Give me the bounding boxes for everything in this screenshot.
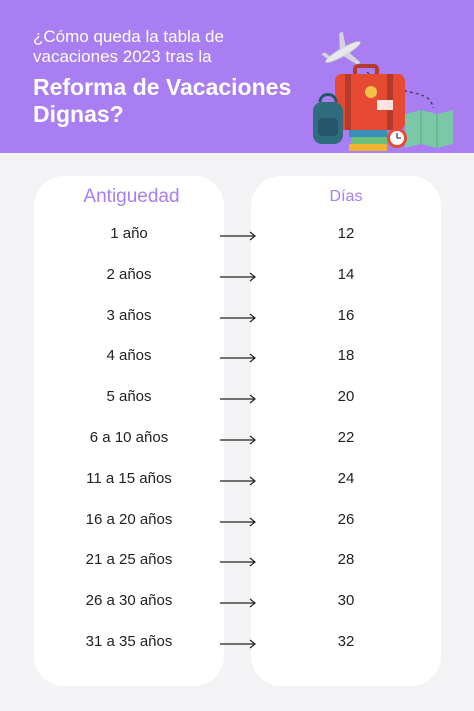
arrow-right-icon — [220, 639, 256, 649]
table-row: 11 a 15 años 24 — [0, 467, 474, 491]
table-row: 5 años 20 — [0, 385, 474, 409]
header-title: Reforma de Vacaciones Dignas? — [33, 74, 292, 127]
table-row: 26 a 30 años 30 — [0, 589, 474, 613]
dias-cell: 20 — [337, 388, 355, 406]
antiguedad-cell: 26 a 30 años — [85, 592, 173, 610]
antiguedad-cell: 31 a 35 años — [85, 633, 173, 650]
arrow-right-icon — [220, 394, 256, 404]
table-row: 21 a 25 años 28 — [0, 548, 474, 572]
antiguedad-cell: 16 a 20 años — [85, 510, 173, 528]
map-icon — [405, 110, 453, 148]
dias-column-card — [251, 176, 441, 686]
arrow-right-icon — [220, 517, 256, 527]
dias-header: Días — [329, 188, 363, 205]
alarm-clock-icon — [387, 128, 407, 148]
dias-cell: 32 — [337, 633, 355, 650]
arrow-right-icon — [220, 272, 256, 282]
antiguedad-cell: 21 a 25 años — [85, 551, 173, 569]
header-subtitle: ¿Cómo queda la tabla de vacaciones 2023 … — [33, 27, 224, 66]
arrow-right-icon — [220, 598, 256, 608]
dias-cell: 14 — [337, 265, 355, 283]
dias-cell: 28 — [337, 551, 355, 569]
table-row: 1 año 12 — [0, 222, 474, 246]
travel-illustration — [313, 31, 453, 151]
arrow-right-icon — [220, 476, 256, 486]
table-row: 6 a 10 años 22 — [0, 426, 474, 450]
antiguedad-cell: 1 año — [110, 225, 148, 242]
antiguedad-cell: 2 años — [106, 265, 152, 283]
dias-cell: 26 — [337, 510, 355, 528]
antiguedad-column-card — [34, 176, 224, 686]
dias-cell: 12 — [337, 225, 355, 242]
airplane-icon — [321, 31, 361, 65]
arrow-right-icon — [220, 557, 256, 567]
antiguedad-cell: 5 años — [106, 388, 152, 406]
antiguedad-cell: 4 años — [106, 347, 152, 365]
header-banner: ¿Cómo queda la tabla de vacaciones 2023 … — [0, 0, 474, 153]
dias-cell: 16 — [337, 306, 355, 324]
antiguedad-cell: 6 a 10 años — [89, 429, 169, 446]
antiguedad-header: Antiguedad — [83, 186, 180, 207]
table-row: 4 años 18 — [0, 344, 474, 368]
arrow-right-icon — [220, 435, 256, 445]
dias-cell: 22 — [337, 429, 355, 446]
arrow-right-icon — [220, 231, 256, 241]
antiguedad-cell: 3 años — [106, 306, 152, 324]
dias-cell: 18 — [337, 347, 355, 365]
dias-cell: 24 — [337, 469, 355, 487]
dias-cell: 30 — [337, 592, 355, 610]
books-icon — [349, 130, 387, 151]
suitcase-icon — [335, 64, 405, 130]
backpack-icon — [313, 93, 343, 144]
arrow-right-icon — [220, 313, 256, 323]
table-row: 3 años 16 — [0, 304, 474, 328]
arrow-right-icon — [220, 353, 256, 363]
antiguedad-cell: 11 a 15 años — [86, 469, 172, 487]
table-row: 31 a 35 años 32 — [0, 630, 474, 654]
table-row: 16 a 20 años 26 — [0, 508, 474, 532]
table-row: 2 años 14 — [0, 263, 474, 287]
